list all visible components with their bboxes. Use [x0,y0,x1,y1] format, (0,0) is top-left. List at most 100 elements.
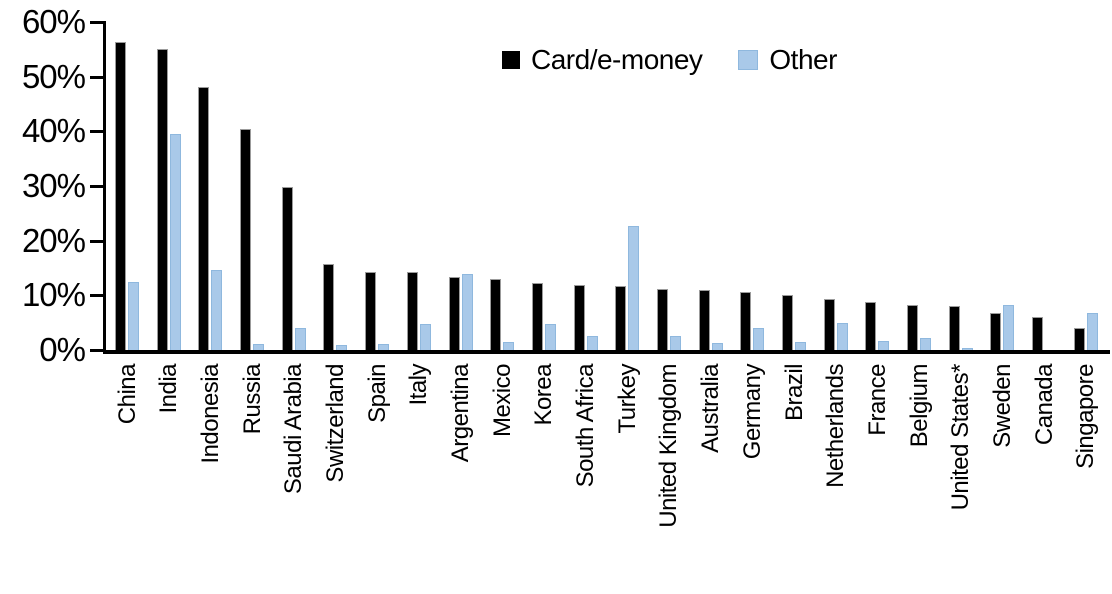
bar-other [336,345,348,350]
x-axis-category-label: Korea [530,364,558,426]
legend-item-other: Other [738,44,837,76]
bar-card-e-money [281,187,293,350]
bar-card-e-money [698,290,710,350]
y-tick [90,21,104,24]
y-tick [90,294,104,298]
x-label-cell: Switzerland [321,364,349,592]
bar-other [586,336,598,350]
y-axis-tick-label: 30% [21,167,86,204]
bar-other [920,338,932,350]
bar-other [211,270,223,350]
bar-other [1003,305,1015,350]
bar-other [544,324,556,350]
bar-group [698,22,723,350]
bar-group [782,22,806,350]
y-axis-tick-label: 0% [39,331,86,368]
x-label-cell: Belgium [905,364,933,592]
bar-group [740,22,765,350]
x-axis-category-label: Russia [238,364,266,435]
x-axis-category-label: United Kingdom [655,364,683,528]
bar-group [990,22,1015,350]
x-label-cell: Mexico [488,364,516,592]
bar-card-e-money [1073,328,1085,350]
bar-group [1073,22,1098,350]
bar-other [419,324,431,350]
x-axis-category-label: Italy [405,364,433,406]
bar-group [948,22,973,350]
bar-group [907,22,932,350]
bar-group [281,22,306,350]
x-axis-category-label: Mexico [488,364,516,438]
x-label-cell: Netherlands [822,364,849,592]
bar-group [365,22,390,350]
x-axis-category-label: China [113,364,141,425]
bar-group [615,22,640,350]
x-axis-category-label: India [155,364,183,414]
bar-group [198,22,223,350]
x-label-cell: Turkey [614,364,641,592]
bar-card-e-money [531,283,543,350]
legend-label-card-e-money: Card/e-money [531,44,703,75]
bar-group [490,22,515,350]
x-axis-category-label: Indonesia [196,364,224,464]
x-axis-category-label: Singapore [1072,364,1100,469]
x-label-cell: Russia [238,364,266,592]
bar-card-e-money [365,272,377,350]
y-tick [90,75,104,79]
bar-card-e-money [907,305,919,350]
x-label-cell: Australia [697,364,725,592]
x-axis-category-label: United States* [947,364,975,511]
bar-other [711,343,723,350]
bar-group [406,22,431,350]
bar-other [169,134,181,350]
bar-card-e-money [1032,317,1044,350]
bar-card-e-money [115,42,126,350]
x-label-cell: Canada [1030,364,1058,592]
bar-group [531,22,556,350]
x-label-cell: Italy [405,364,433,592]
bar-other [461,274,473,350]
bar-group [115,22,139,350]
bar-other [753,328,765,350]
bar-group [1032,22,1056,350]
bar-group [156,22,181,350]
y-axis-tick-label: 50% [21,57,86,95]
bar-group [323,22,348,350]
bar-other [1086,313,1098,350]
x-label-cell: France [864,364,891,592]
x-label-cell: Germany [739,364,766,592]
bar-other [378,344,390,350]
y-axis-tick-label: 20% [21,221,86,259]
legend: Card/e-money Other [502,44,837,76]
legend-swatch-other [738,50,759,70]
bar-card-e-money [948,306,960,350]
x-label-cell: Spain [364,364,391,592]
y-axis-tick-label: 10% [21,276,86,314]
bar-card-e-money [573,285,585,350]
x-label-cell: Argentina [447,364,474,592]
x-axis-category-label: South Africa [572,364,600,488]
x-label-cell: Brazil [781,364,808,592]
y-tick [90,185,104,188]
x-axis-category-label: Canada [1030,364,1058,446]
bar-card-e-money [782,295,793,350]
bar-card-e-money [198,87,210,350]
x-axis-line [103,350,1110,354]
bar-group [448,22,473,350]
x-label-cell: United States* [947,364,975,592]
x-axis-category-label: Switzerland [321,364,349,483]
x-axis-category-label: Australia [697,364,725,453]
bar-group [656,22,681,350]
bar-card-e-money [990,313,1002,350]
y-tick [90,349,104,352]
x-axis-category-label: Belgium [905,364,933,448]
x-label-cell: Singapore [1072,364,1100,592]
bar-card-e-money [615,286,627,350]
bar-card-e-money [240,129,252,350]
y-tick [90,239,104,243]
bar-group [823,22,848,350]
x-axis-category-label: Sweden [988,364,1016,448]
bar-other [669,336,681,350]
x-label-cell: Saudi Arabia [280,364,307,592]
